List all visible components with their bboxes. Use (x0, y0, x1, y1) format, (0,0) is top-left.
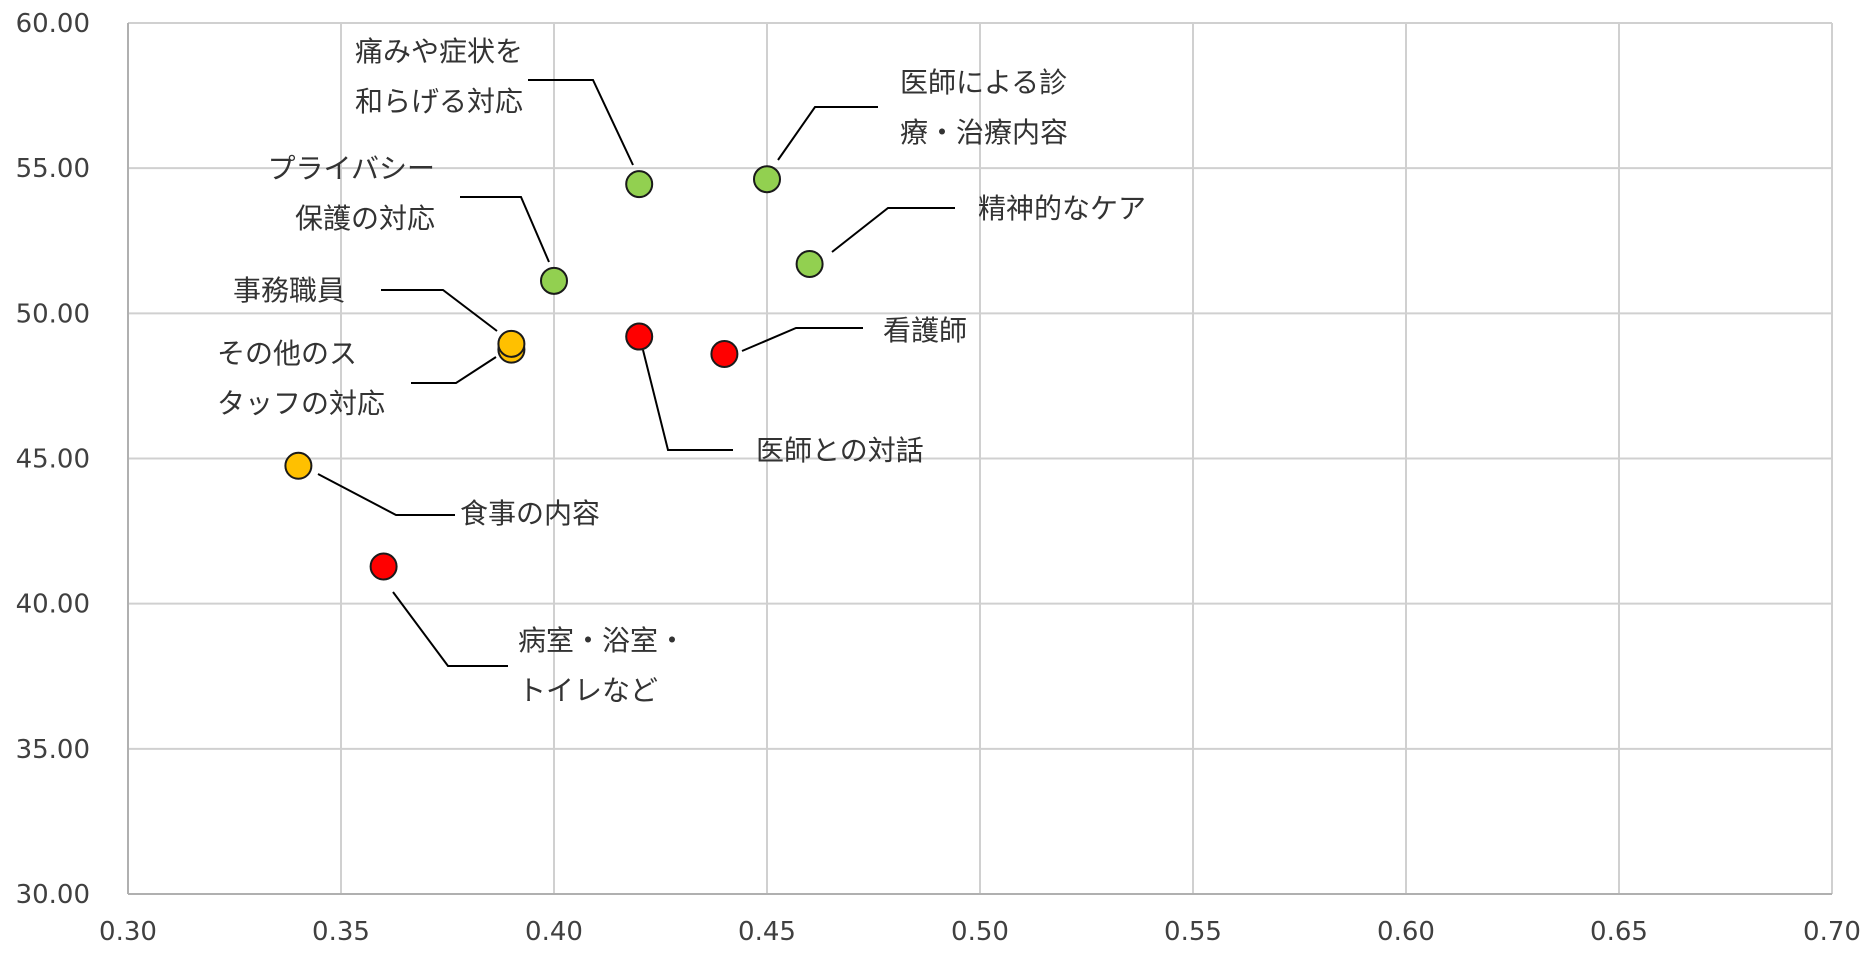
y-tick-label: 50.00 (16, 299, 90, 329)
data-point (795, 249, 824, 278)
data-point (625, 322, 654, 351)
leader-line (460, 196, 550, 263)
data-label: 看護師 (883, 314, 967, 347)
leader-line (381, 289, 498, 332)
leader-line (317, 473, 455, 516)
leader-line (741, 327, 863, 352)
leader-line (777, 106, 878, 161)
data-label: プライバシー (268, 152, 435, 185)
leader-line (392, 591, 508, 667)
y-tick-label: 45.00 (16, 445, 90, 475)
y-tick-label: 60.00 (16, 9, 90, 39)
data-point (753, 165, 781, 194)
data-point (540, 266, 568, 295)
x-tick-label: 0.60 (1377, 917, 1435, 947)
data-point (284, 451, 313, 480)
x-tick-label: 0.35 (312, 917, 370, 947)
data-label: 精神的なケア (978, 192, 1146, 225)
data-label: 和らげる対応 (355, 85, 523, 118)
data-label: タッフの対応 (217, 387, 385, 420)
axes: 0.30 0.35 0.40 0.45 0.50 0.55 0.60 0.65 0.70 30.0… (16, 9, 1861, 947)
data-label: 食事の内容 (460, 497, 600, 530)
data-label: 療・治療内容 (900, 116, 1068, 149)
y-tick-label: 40.00 (16, 590, 90, 620)
data-label: 医師による診 (900, 66, 1067, 99)
data-label: トイレなど (518, 674, 658, 707)
leader-line (831, 207, 955, 253)
data-point (625, 170, 654, 199)
y-tick-label: 55.00 (16, 154, 90, 184)
data-point (710, 339, 739, 368)
y-tick-label: 35.00 (16, 735, 90, 765)
data-points (284, 165, 824, 581)
data-label: 保護の対応 (295, 202, 435, 235)
x-tick-label: 0.30 (99, 917, 157, 947)
x-tick-label: 0.55 (1164, 917, 1222, 947)
data-label: 痛みや症状を (355, 35, 523, 68)
leader-line (528, 79, 634, 166)
data-label: 医師との対話 (756, 434, 924, 467)
x-tick-label: 0.45 (738, 917, 796, 947)
x-tick-label: 0.50 (951, 917, 1009, 947)
leader-lines (317, 79, 955, 667)
x-tick-label: 0.40 (525, 917, 583, 947)
data-label: 病室・浴室・ (518, 624, 686, 657)
leader-line (642, 349, 733, 451)
grid (128, 22, 1833, 894)
data-label: その他のス (217, 337, 357, 370)
data-point (369, 552, 398, 581)
leader-line (411, 356, 497, 384)
data-point (497, 329, 526, 358)
y-tick-label: 30.00 (16, 880, 90, 910)
data-label: 事務職員 (233, 274, 345, 307)
x-tick-label: 0.65 (1590, 917, 1648, 947)
x-tick-label: 0.70 (1803, 917, 1861, 947)
